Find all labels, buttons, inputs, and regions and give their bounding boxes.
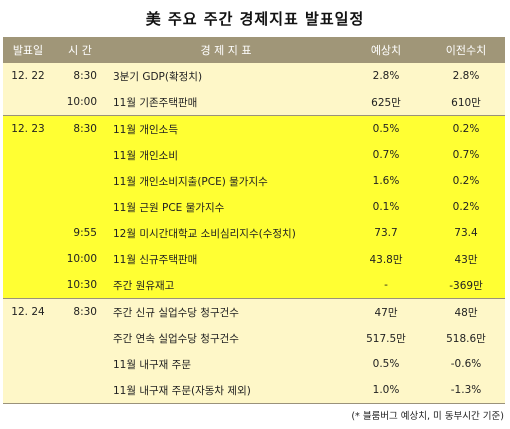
- estimate-cell: 1.6%: [372, 175, 400, 187]
- previous-cell: 48만: [454, 306, 478, 319]
- previous-cell: -1.3%: [450, 384, 482, 396]
- previous-cell: 0.7%: [452, 149, 480, 161]
- previous-cell: 0.2%: [452, 175, 480, 187]
- table-row: 12. 23 8:30 11월 개인소득 0.5% 0.2%: [3, 116, 505, 142]
- table-header: 발표일 시 간 경 제 지 표 예상치 이전수치: [3, 37, 505, 63]
- indicator-cell: 주간 신규 실업수당 청구건수: [113, 306, 239, 319]
- time-cell: 8:30: [73, 123, 97, 135]
- previous-cell: 43만: [454, 253, 478, 266]
- previous-cell: 610만: [451, 96, 481, 109]
- header-date: 발표일: [12, 44, 44, 57]
- indicator-cell: 11월 개인소비: [113, 149, 178, 162]
- table-row: 11월 근원 PCE 물가지수 0.1% 0.2%: [3, 194, 505, 220]
- page-title: 美 주요 주간 경제지표 발표일정: [145, 10, 365, 28]
- estimate-cell: 0.7%: [372, 149, 400, 161]
- schedule-table: 발표일 시 간 경 제 지 표 예상치 이전수치 12. 22 8:30 3분기 G…: [3, 37, 505, 404]
- estimate-cell: 0.1%: [372, 201, 400, 213]
- time-cell: 8:30: [73, 70, 97, 82]
- previous-cell: 0.2%: [452, 201, 480, 213]
- time-cell: 9:55: [73, 227, 97, 239]
- table-row: 11월 개인소비지출(PCE) 물가지수 1.6% 0.2%: [3, 168, 505, 194]
- indicator-cell: 11월 신규주택판매: [113, 253, 198, 266]
- estimate-cell: -: [384, 279, 388, 291]
- date-group: 12. 23 8:30 11월 개인소득 0.5% 0.2% 11월 개인소비 0.7% 0.…: [3, 116, 505, 299]
- table-row: 11월 내구재 주문 0.5% -0.6%: [3, 351, 505, 377]
- date-group: 12. 22 8:30 3분기 GDP(확정치) 2.8% 2.8% 10:00 11월 기…: [3, 63, 505, 116]
- previous-cell: 73.4: [454, 227, 478, 239]
- table-row: 10:30 주간 원유재고 - -369만: [3, 272, 505, 298]
- table-row: 12. 24 8:30 주간 신규 실업수당 청구건수 47만 48만: [3, 299, 505, 325]
- date-cell: 12. 24: [11, 306, 45, 318]
- time-cell: 10:30: [66, 279, 97, 291]
- header-time: 시 간: [68, 44, 92, 57]
- header-estimate: 예상치: [370, 44, 402, 57]
- indicator-cell: 11월 개인소득: [113, 123, 178, 136]
- footnote: (* 블룸버그 예상치, 미 동부시간 기준): [351, 411, 504, 422]
- indicator-cell: 11월 기존주택판매: [113, 96, 198, 109]
- estimate-cell: 517.5만: [366, 332, 406, 345]
- table-row: 주간 연속 실업수당 청구건수 517.5만 518.6만: [3, 325, 505, 351]
- previous-cell: 2.8%: [452, 70, 480, 82]
- indicator-cell: 주간 연속 실업수당 청구건수: [113, 332, 239, 345]
- previous-cell: 518.6만: [446, 332, 486, 345]
- indicator-cell: 11월 개인소비지출(PCE) 물가지수: [113, 175, 268, 188]
- estimate-cell: 73.7: [374, 227, 398, 239]
- table-row: 11월 내구재 주문(자동차 제외) 1.0% -1.3%: [3, 377, 505, 403]
- time-cell: 8:30: [73, 306, 97, 318]
- estimate-cell: 0.5%: [372, 123, 400, 135]
- previous-cell: -0.6%: [450, 358, 482, 370]
- indicator-cell: 11월 내구재 주문: [113, 358, 191, 371]
- indicator-cell: 12월 미시간대학교 소비심리지수(수정치): [113, 227, 296, 240]
- table-row: 12. 22 8:30 3분기 GDP(확정치) 2.8% 2.8%: [3, 63, 505, 89]
- indicator-cell: 11월 내구재 주문(자동차 제외): [113, 384, 251, 397]
- estimate-cell: 2.8%: [372, 70, 400, 82]
- estimate-cell: 43.8만: [369, 253, 403, 266]
- indicator-cell: 주간 원유재고: [113, 279, 175, 292]
- estimate-cell: 1.0%: [372, 384, 400, 396]
- previous-cell: 0.2%: [452, 123, 480, 135]
- table-row: 11월 개인소비 0.7% 0.7%: [3, 142, 505, 168]
- table-row: 10:00 11월 신규주택판매 43.8만 43만: [3, 246, 505, 272]
- table-body: 12. 22 8:30 3분기 GDP(확정치) 2.8% 2.8% 10:00 11월 기…: [3, 63, 505, 404]
- estimate-cell: 47만: [374, 306, 398, 319]
- header-previous: 이전수치: [445, 44, 487, 57]
- header-indicator: 경 제 지 표: [200, 44, 252, 57]
- time-cell: 10:00: [66, 96, 97, 108]
- estimate-cell: 0.5%: [372, 358, 400, 370]
- previous-cell: -369만: [449, 279, 483, 292]
- time-cell: 10:00: [66, 253, 97, 265]
- estimate-cell: 625만: [371, 96, 401, 109]
- table-row: 10:00 11월 기존주택판매 625만 610만: [3, 89, 505, 115]
- indicator-cell: 3분기 GDP(확정치): [113, 70, 203, 83]
- indicator-cell: 11월 근원 PCE 물가지수: [113, 201, 225, 214]
- table-row: 9:55 12월 미시간대학교 소비심리지수(수정치) 73.7 73.4: [3, 220, 505, 246]
- date-cell: 12. 23: [11, 123, 45, 135]
- date-cell: 12. 22: [11, 70, 45, 82]
